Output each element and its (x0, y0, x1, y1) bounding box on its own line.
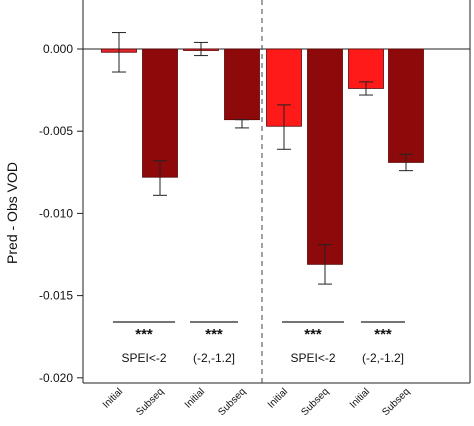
category-label: Initial (348, 386, 372, 410)
annotations: *** SPEI<-2 *** (-2,-1.2] *** SPEI<-2 *** (-2,-… (113, 321, 405, 365)
group-label: SPEI<-2 (290, 351, 335, 365)
significance-stars: *** (304, 326, 322, 343)
y-axis: 0.000 -0.005 -0.010 -0.015 -0.020 (39, 42, 83, 385)
x-axis-labels: Initial Subseq Initial Subseq Initial Subseq I… (101, 386, 412, 418)
group-label: SPEI<-2 (121, 351, 166, 365)
significance-stars: *** (135, 326, 153, 343)
category-label: Initial (183, 386, 207, 410)
significance-stars: *** (205, 326, 223, 343)
group-label: (-2,-1.2] (193, 351, 235, 365)
y-tick-label: -0.010 (39, 206, 73, 220)
bar (142, 48, 178, 178)
category-label: Initial (266, 386, 290, 410)
category-label: Initial (101, 386, 125, 410)
y-tick-label: 0.000 (43, 42, 73, 56)
y-tick-label: -0.020 (39, 371, 73, 385)
category-label: Subseq (380, 386, 412, 418)
significance-stars: *** (374, 326, 392, 343)
y-tick-label: -0.005 (39, 124, 73, 138)
category-label: Subseq (299, 386, 331, 418)
y-tick-label: -0.015 (39, 289, 73, 303)
y-axis-label: Pred - Obs VOD (4, 162, 20, 264)
group-label: (-2,-1.2] (362, 351, 404, 365)
category-label: Subseq (134, 386, 166, 418)
category-label: Subseq (216, 386, 248, 418)
bar (224, 48, 260, 121)
bars (101, 32, 424, 285)
bar (388, 48, 424, 163)
bar (307, 48, 343, 265)
